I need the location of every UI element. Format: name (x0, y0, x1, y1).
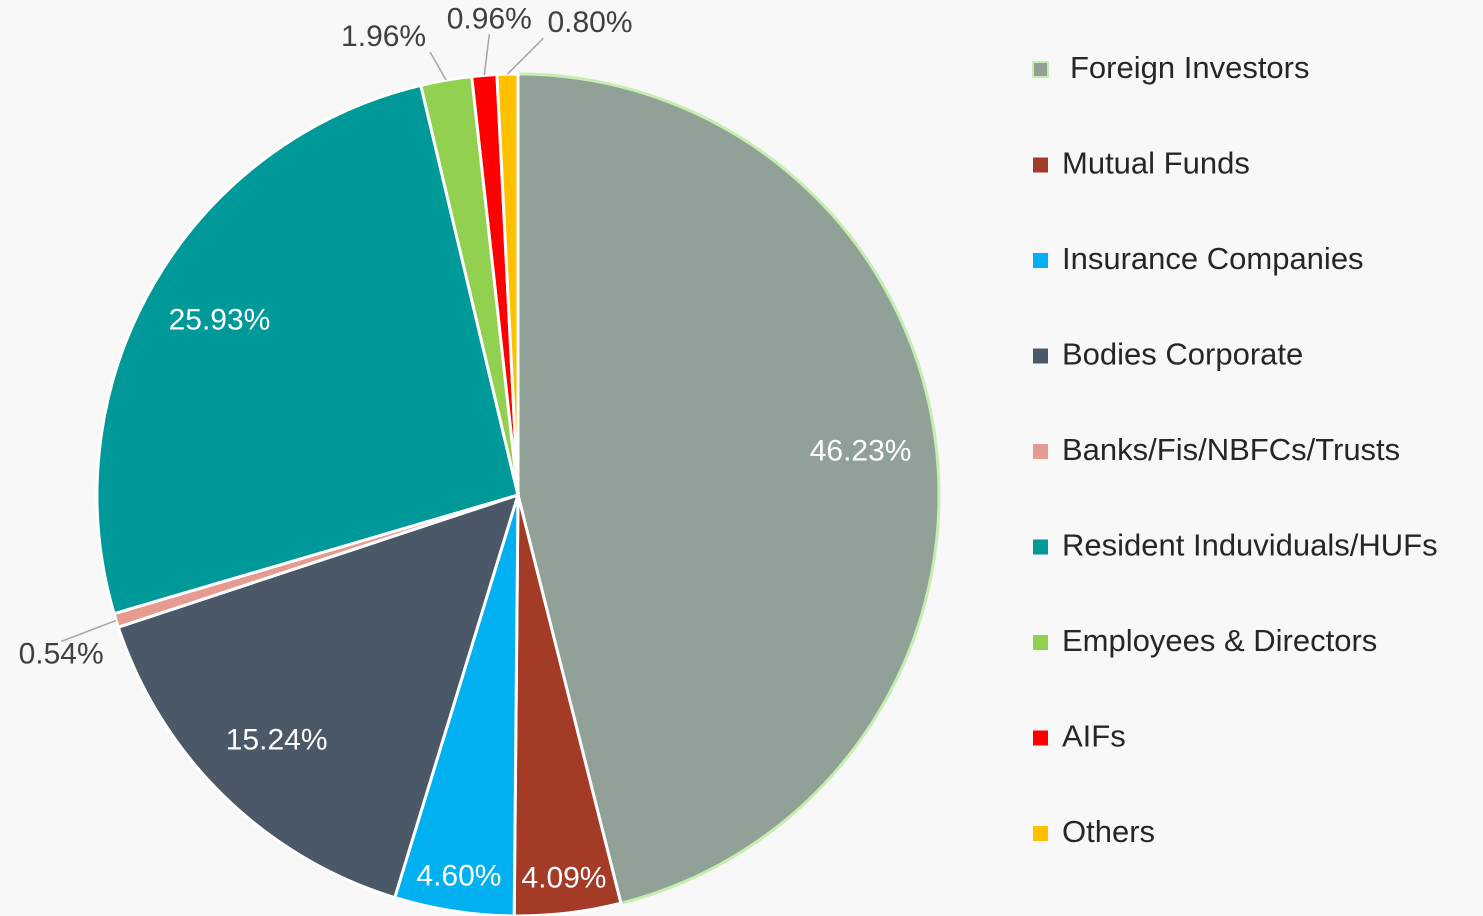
chart: 46.23% 4.09% 4.60% 15.24% 0.54% 25.93% 1.96% 0.… (0, 0, 1483, 916)
legend-swatch (1033, 444, 1048, 459)
page: {"chart_data": {"type": "pie", "categori… (0, 0, 1483, 916)
leader-line (507, 38, 543, 74)
data-label: 0.54% (19, 637, 104, 670)
legend-label: Mutual Funds (1062, 146, 1250, 181)
legend-label: Employees & Directors (1062, 623, 1377, 658)
legend-swatch (1033, 540, 1048, 555)
legend-label: Others (1062, 814, 1155, 849)
data-label: 0.80% (547, 6, 632, 39)
legend-label: Foreign Investors (1070, 50, 1310, 85)
legend-swatch (1033, 158, 1048, 173)
legend-swatch (1033, 253, 1048, 268)
data-label: 15.24% (226, 724, 328, 757)
data-label: 1.96% (341, 20, 426, 53)
data-label: 46.23% (810, 434, 912, 467)
legend-swatch (1033, 635, 1048, 650)
legend-label: Insurance Companies (1062, 241, 1364, 276)
legend-swatch (1033, 62, 1048, 77)
leader-line (430, 52, 446, 80)
data-label: 25.93% (169, 304, 271, 337)
legend-swatch (1033, 731, 1048, 746)
data-label: 0.96% (447, 2, 532, 35)
data-label: 4.09% (521, 862, 606, 895)
legend-label: Resident Induviduals/HUFs (1062, 528, 1438, 563)
data-label: 4.60% (416, 860, 501, 893)
legend-label: AIFs (1062, 719, 1126, 754)
leader-line (484, 34, 489, 75)
legend-swatch (1033, 826, 1048, 841)
legend-label: Bodies Corporate (1062, 337, 1303, 372)
legend-label: Banks/Fis/NBFCs/Trusts (1062, 432, 1400, 467)
legend-swatch (1033, 349, 1048, 364)
